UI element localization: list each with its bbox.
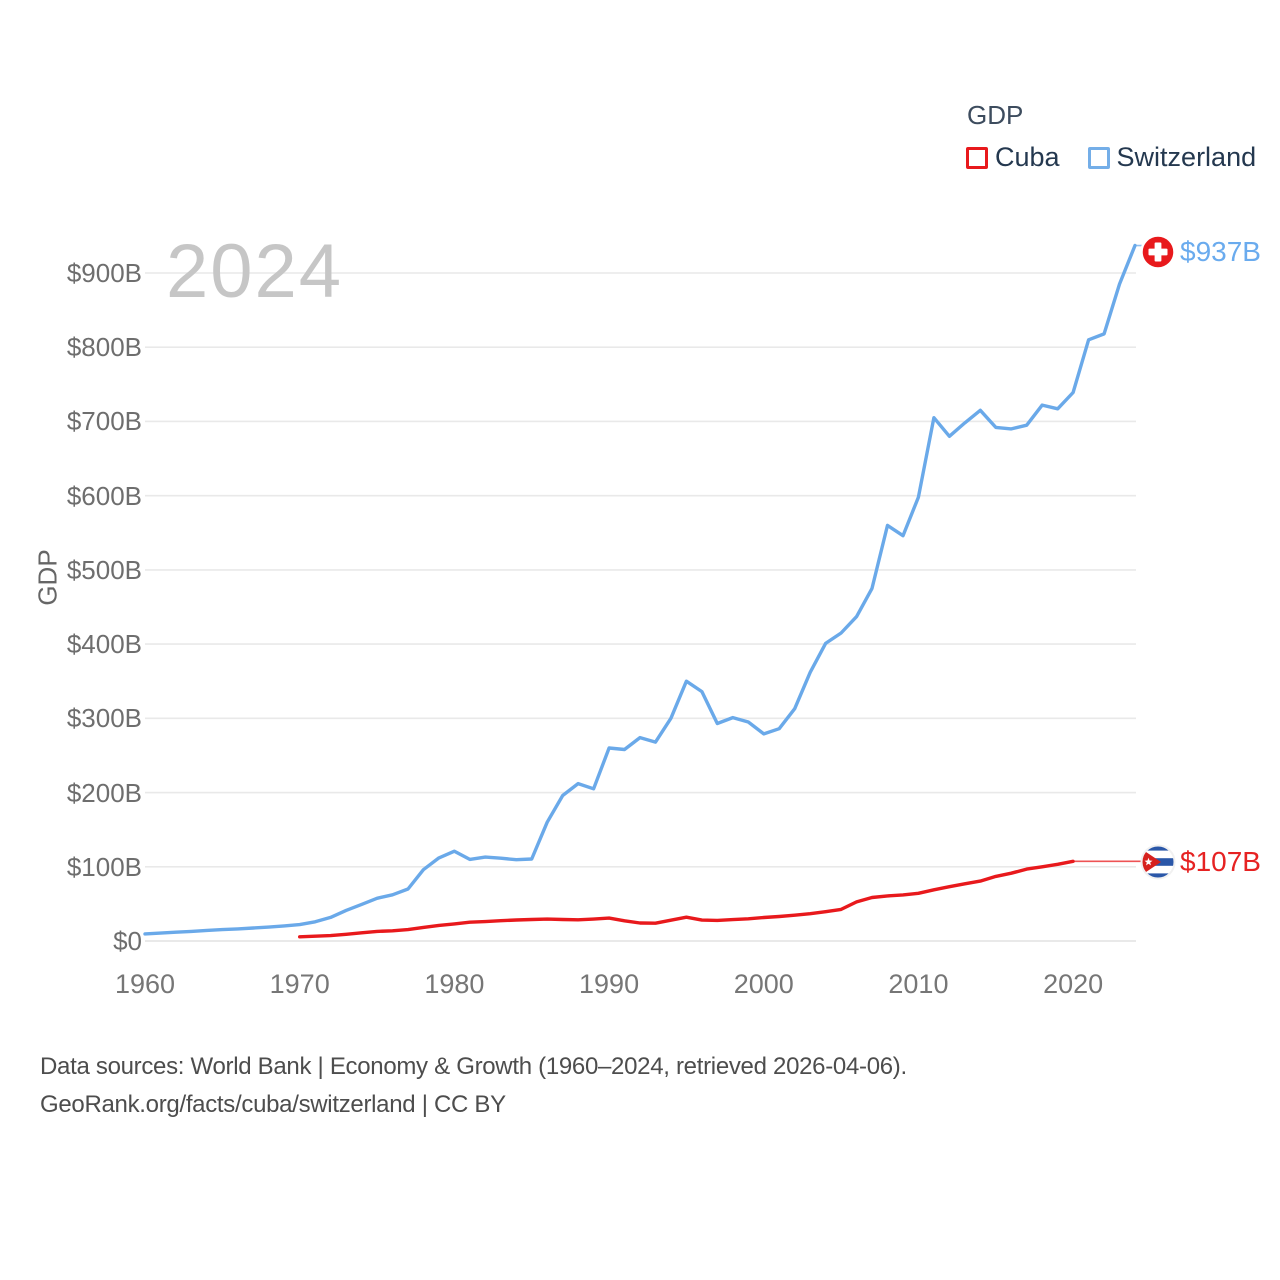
legend-label-cuba: Cuba [995,142,1060,172]
x-tick-label-1960: 1960 [114,969,176,999]
x-tick-label-1980: 1980 [424,969,485,999]
y-tick-label-700b: $700B [66,406,142,437]
series-line-cuba [298,859,1075,939]
watermark-year: 2024 [166,229,344,314]
data-sources-line: Data sources: World Bank | Economy & Gro… [40,1053,907,1080]
legend: Cuba Switzerland [966,142,1274,173]
legend-title: GDP [967,100,1024,130]
switzerland-end-value-label: $937B [1180,236,1261,267]
cuba-flag-icon [1140,844,1176,880]
cuba-series-swatch [966,146,988,169]
legend-item-cuba[interactable]: Cuba [966,142,1060,173]
y-tick-label-600b: $600B [66,480,142,511]
y-tick-label-0: $0 [113,926,142,956]
series-line-switzerland [143,243,1137,936]
x-tick-label-2020: 2020 [1043,969,1104,999]
y-tick-label-400b: $400B [66,629,142,660]
switzerland-series-swatch [1087,146,1110,169]
x-tick-label-1970: 1970 [269,969,330,999]
footer: Data sources: World Bank | Economy & Gro… [40,1048,907,1124]
y-tick-label-900b: $900B [66,258,142,288]
x-tick-label-2010: 2010 [888,969,949,999]
attribution-line[interactable]: GeoRank.org/facts/cuba/switzerland | CC … [40,1091,506,1118]
y-tick-label-800b: $800B [66,332,142,363]
switzerland-flag-icon [1140,234,1176,270]
y-tick-label-300b: $300B [66,703,142,734]
cuba-end-value-label: $107B [1180,846,1261,877]
x-tick-label-2000: 2000 [733,969,794,999]
legend-label-switzerland: Switzerland [1116,142,1257,172]
y-tick-label-200b: $200B [66,777,142,808]
y-tick-label-500b: $500B [66,554,142,585]
y-tick-label-100b: $100B [66,851,142,882]
legend-item-switzerland[interactable]: Switzerland [1087,142,1257,173]
x-tick-label-1990: 1990 [579,969,640,999]
